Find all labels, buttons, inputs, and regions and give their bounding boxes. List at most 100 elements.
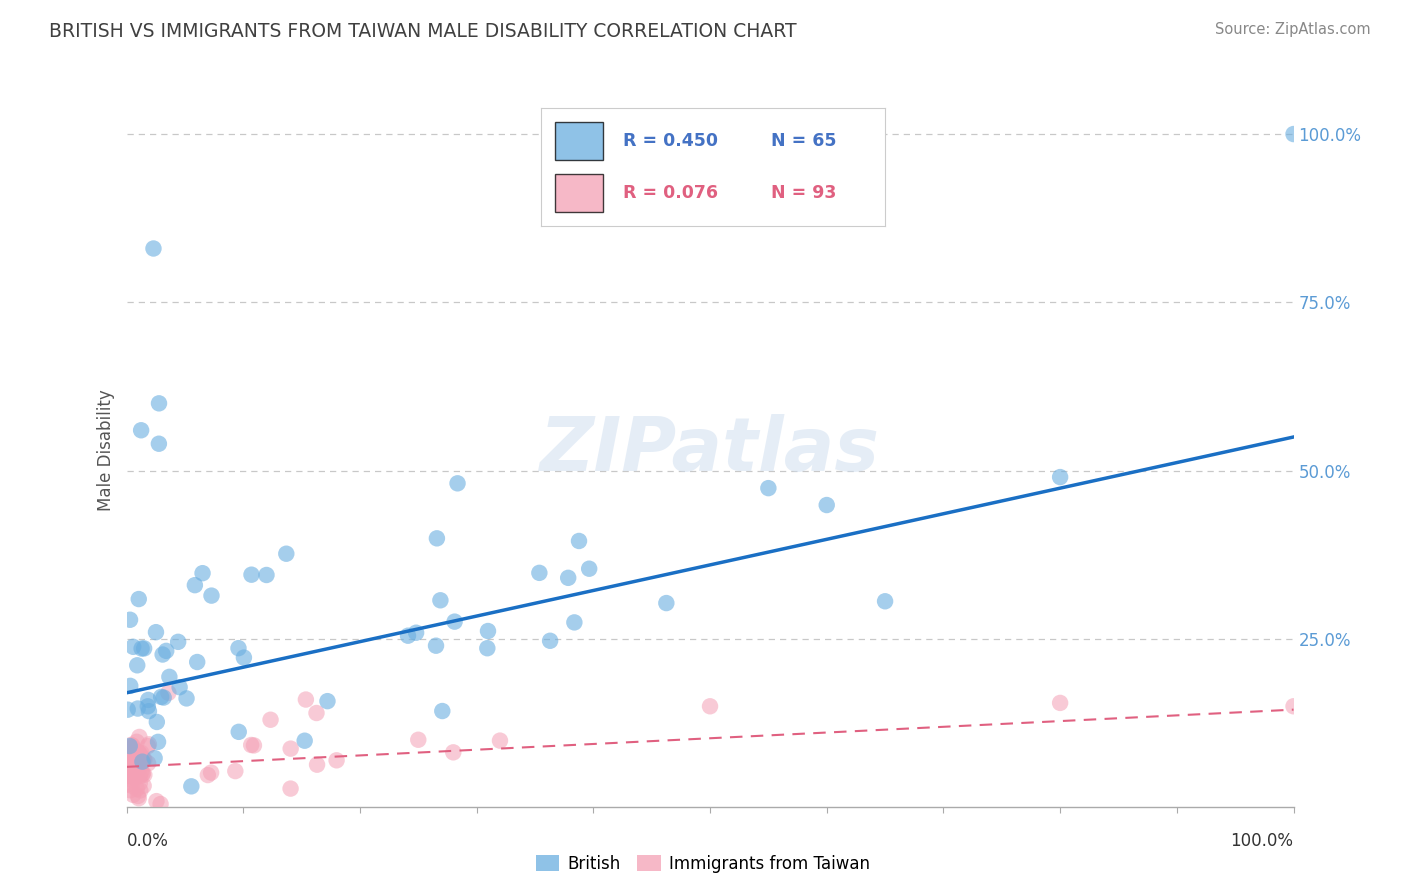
Point bbox=[127, 746, 149, 760]
Point bbox=[152, 648, 174, 662]
Point bbox=[132, 754, 155, 768]
Point bbox=[115, 759, 138, 773]
Point bbox=[568, 533, 591, 548]
Point bbox=[129, 783, 152, 797]
Point bbox=[443, 615, 465, 629]
Point bbox=[117, 747, 139, 762]
Point bbox=[148, 396, 170, 410]
Point bbox=[115, 777, 138, 791]
Point bbox=[149, 797, 172, 811]
Text: ZIPatlas: ZIPatlas bbox=[540, 414, 880, 487]
Text: 100.0%: 100.0% bbox=[1230, 831, 1294, 849]
Point bbox=[124, 743, 146, 757]
Point bbox=[134, 768, 156, 782]
Point bbox=[655, 596, 678, 610]
Point bbox=[280, 781, 302, 796]
Point bbox=[122, 760, 145, 774]
Point bbox=[125, 769, 148, 783]
Point bbox=[578, 562, 600, 576]
Point bbox=[1049, 470, 1071, 484]
Point bbox=[120, 763, 142, 777]
Point bbox=[129, 423, 152, 437]
Point bbox=[426, 532, 449, 546]
Point bbox=[756, 481, 779, 495]
Point bbox=[295, 692, 318, 706]
Point bbox=[120, 772, 142, 786]
Text: BRITISH VS IMMIGRANTS FROM TAIWAN MALE DISABILITY CORRELATION CHART: BRITISH VS IMMIGRANTS FROM TAIWAN MALE D… bbox=[49, 22, 797, 41]
Point bbox=[121, 764, 143, 778]
Point bbox=[228, 641, 250, 656]
Point bbox=[118, 739, 141, 753]
Point bbox=[396, 629, 419, 643]
Point bbox=[131, 641, 153, 656]
Point bbox=[145, 794, 167, 808]
Point bbox=[128, 592, 150, 607]
Point bbox=[815, 498, 838, 512]
Point bbox=[197, 768, 219, 782]
Point bbox=[124, 765, 146, 780]
Point bbox=[117, 703, 139, 717]
Point bbox=[276, 547, 298, 561]
Point bbox=[136, 693, 159, 707]
Point bbox=[408, 732, 430, 747]
Point bbox=[131, 766, 153, 780]
Point bbox=[129, 748, 152, 763]
Point bbox=[115, 760, 138, 774]
Point bbox=[122, 768, 145, 782]
Point bbox=[125, 782, 148, 797]
Point bbox=[441, 745, 464, 759]
Point bbox=[305, 706, 328, 720]
Point bbox=[125, 762, 148, 776]
Point bbox=[316, 694, 339, 708]
Point bbox=[325, 753, 347, 767]
Point bbox=[228, 724, 250, 739]
Point bbox=[128, 754, 150, 768]
Point bbox=[405, 625, 427, 640]
Point bbox=[134, 641, 156, 656]
Point bbox=[243, 739, 266, 753]
Point bbox=[117, 759, 139, 773]
Point bbox=[118, 762, 141, 776]
Point bbox=[117, 764, 139, 778]
Point bbox=[529, 566, 551, 580]
Point bbox=[307, 757, 329, 772]
Point bbox=[186, 655, 208, 669]
Point bbox=[120, 758, 142, 772]
Point bbox=[429, 593, 451, 607]
Text: 0.0%: 0.0% bbox=[127, 831, 169, 849]
Point bbox=[121, 739, 143, 753]
Point bbox=[564, 615, 586, 630]
Point bbox=[446, 476, 468, 491]
Point bbox=[699, 699, 721, 714]
Point bbox=[127, 763, 149, 777]
Point bbox=[477, 641, 499, 656]
Point bbox=[129, 754, 152, 768]
Point bbox=[200, 589, 222, 603]
Point bbox=[240, 567, 263, 582]
Point bbox=[117, 740, 139, 755]
Point bbox=[125, 735, 148, 749]
Point bbox=[136, 756, 159, 771]
Point bbox=[138, 737, 160, 751]
Point bbox=[224, 764, 246, 778]
Point bbox=[118, 742, 141, 756]
Point bbox=[489, 733, 512, 747]
Point bbox=[176, 691, 198, 706]
Point bbox=[120, 744, 142, 758]
Point bbox=[1282, 699, 1305, 714]
Point bbox=[122, 740, 145, 755]
Point bbox=[115, 768, 138, 782]
Point bbox=[191, 566, 214, 581]
Point bbox=[155, 644, 177, 658]
Point bbox=[1049, 696, 1071, 710]
Point bbox=[129, 764, 152, 779]
Point bbox=[157, 686, 180, 700]
Point bbox=[538, 633, 561, 648]
Point bbox=[128, 747, 150, 761]
Point bbox=[129, 757, 152, 772]
Point bbox=[131, 767, 153, 781]
Point bbox=[120, 756, 142, 771]
Text: Source: ZipAtlas.com: Source: ZipAtlas.com bbox=[1215, 22, 1371, 37]
Y-axis label: Male Disability: Male Disability bbox=[97, 390, 115, 511]
Point bbox=[136, 739, 159, 753]
